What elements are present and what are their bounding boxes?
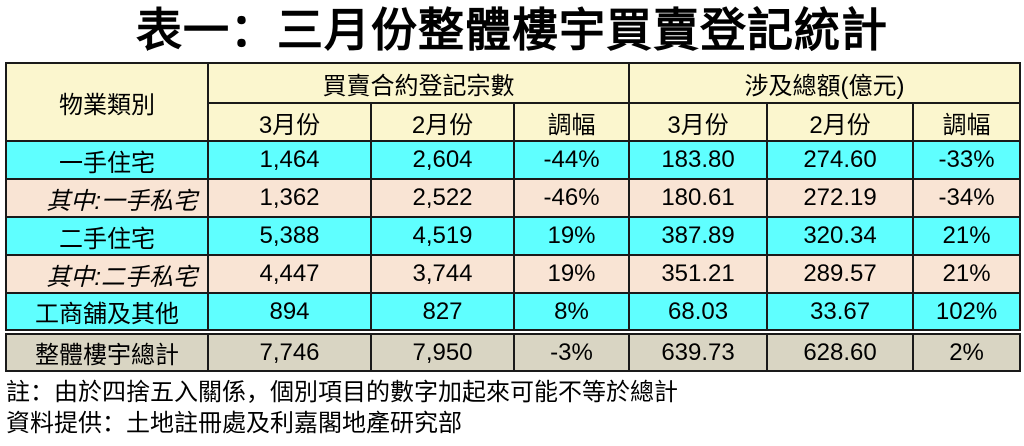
- cell: 827: [370, 292, 515, 333]
- footnotes: 註：由於四捨五入關係，個別項目的數字加起來可能不等於總計 資料提供：土地註冊處及…: [6, 377, 1024, 439]
- cell: 180.61: [628, 178, 769, 218]
- page-title: 表一：三月份整體樓宇買賣登記統計: [136, 4, 888, 56]
- cell: 2%: [912, 329, 1022, 372]
- cell: 3,744: [370, 254, 515, 294]
- cell: 1,464: [207, 140, 372, 180]
- cell: 183.80: [628, 140, 769, 180]
- row-label: 整體樓宇總計: [5, 329, 209, 372]
- cell: 5,388: [207, 216, 372, 256]
- header-category: 物業類別: [5, 62, 209, 142]
- row-label: 其中:一手私宅: [5, 178, 209, 218]
- cell: -44%: [512, 140, 631, 180]
- footnote-rounding: 註：由於四捨五入關係，個別項目的數字加起來可能不等於總計: [6, 379, 678, 406]
- header-march-amount: 3月份: [628, 102, 769, 142]
- cell: 628.60: [766, 329, 915, 372]
- cell: 272.19: [766, 178, 915, 218]
- row-label: 二手住宅: [5, 216, 209, 256]
- header-group-total-amount: 涉及總額(億元): [628, 62, 1022, 104]
- table-row-first-hand: 一手住宅 1,464 2,604 -44% 183.80 274.60 -33%: [5, 140, 1022, 180]
- cell: 274.60: [766, 140, 915, 180]
- cell: -46%: [512, 178, 631, 218]
- table-row-commercial-and-others: 工商舖及其他 894 827 8% 68.03 33.67 102%: [5, 292, 1022, 333]
- header-change-amount: 調幅: [912, 102, 1022, 142]
- table-row-overall-total: 整體樓宇總計 7,746 7,950 -3% 639.73 628.60 2%: [5, 329, 1022, 372]
- cell: 21%: [912, 254, 1022, 294]
- header-sub-row: 3月份 2月份 調幅 3月份 2月份 調幅: [6, 102, 1022, 142]
- cell: 7,746: [207, 329, 372, 372]
- cell: 289.57: [766, 254, 915, 294]
- cell: -3%: [512, 329, 631, 372]
- table-row-second-hand-private: 其中:二手私宅 4,447 3,744 19% 351.21 289.57 21…: [5, 254, 1022, 294]
- cell: 19%: [512, 216, 631, 256]
- cell: 1,362: [207, 178, 372, 218]
- cell: 4,447: [207, 254, 372, 294]
- header-change-count: 調幅: [512, 102, 631, 142]
- cell: 320.34: [766, 216, 915, 256]
- cell: 639.73: [628, 329, 769, 372]
- cell: 4,519: [370, 216, 515, 256]
- table-row-first-hand-private: 其中:一手私宅 1,362 2,522 -46% 180.61 272.19 -…: [5, 178, 1022, 218]
- header-february-amount: 2月份: [766, 102, 915, 142]
- cell: 8%: [512, 292, 631, 333]
- cell: 351.21: [628, 254, 769, 294]
- cell: 7,950: [370, 329, 515, 372]
- cell: 387.89: [628, 216, 769, 256]
- header-march-count: 3月份: [207, 102, 372, 142]
- header-group-registrations: 買賣合約登記宗數: [206, 62, 631, 104]
- header-group-row: 物業類別 買賣合約登記宗數 涉及總額(億元): [5, 62, 1022, 142]
- table-row-second-hand: 二手住宅 5,388 4,519 19% 387.89 320.34 21%: [5, 216, 1022, 256]
- row-label: 其中:二手私宅: [5, 254, 209, 294]
- footnote-source: 資料提供：土地註冊處及利嘉閣地產研究部: [6, 410, 462, 437]
- cell: -34%: [912, 178, 1022, 218]
- header-february-count: 2月份: [370, 102, 515, 142]
- row-label: 工商舖及其他: [5, 292, 209, 333]
- cell: 102%: [912, 292, 1022, 333]
- cell: 894: [207, 292, 372, 333]
- stats-table: 物業類別 買賣合約登記宗數 涉及總額(億元) 3月份 2月份 調幅 3月份 2月…: [5, 62, 1022, 372]
- cell: 68.03: [628, 292, 769, 333]
- cell: 2,604: [370, 140, 515, 180]
- cell: -33%: [912, 140, 1022, 180]
- cell: 21%: [912, 216, 1022, 256]
- row-label: 一手住宅: [5, 140, 209, 180]
- cell: 19%: [512, 254, 631, 294]
- cell: 33.67: [766, 292, 915, 333]
- cell: 2,522: [370, 178, 515, 218]
